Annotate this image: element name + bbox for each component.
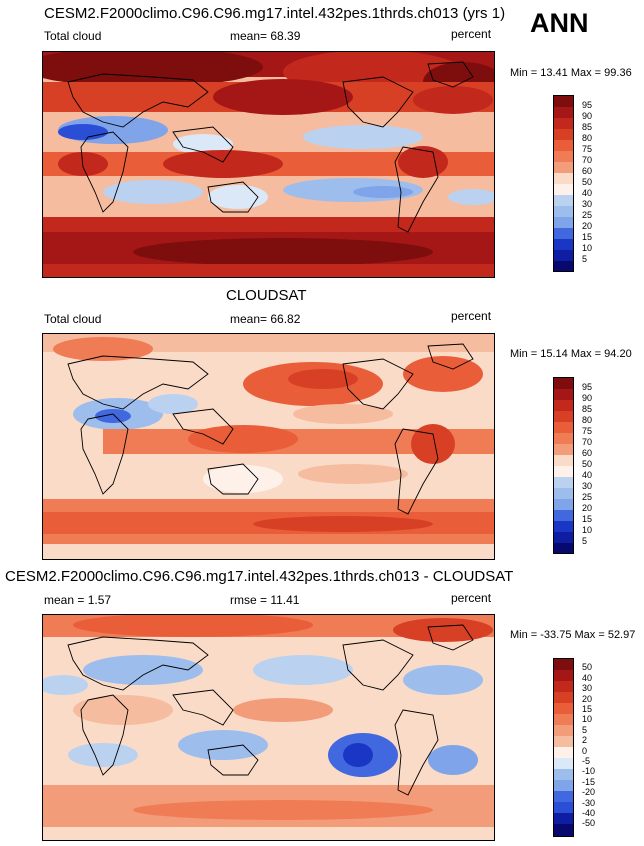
panel3-colorbar [553,658,574,837]
colorbar-tick-label: 10 [582,243,593,253]
colorbar-tick-label: 75 [582,426,593,436]
colorbar-tick-label: 80 [582,415,593,425]
colorbar-tick-label: -15 [582,776,596,787]
colorbar-tick-label: -50 [582,818,596,829]
colorbar-tick-label: 30 [582,199,593,209]
panel1-left-label: Total cloud [44,29,102,43]
colorbar-tick-label: 30 [582,481,593,491]
panel2-left-label: Total cloud [44,312,102,326]
panel1-minmax: Min = 13.41 Max = 99.36 [510,67,632,79]
colorbar-tick-label: 2 [582,735,588,746]
colorbar-tick-label: 0 [582,745,588,756]
panel2-mean: mean= 66.82 [230,312,301,326]
colorbar-tick-label: 75 [582,144,593,154]
colorbar-tick-label: 60 [582,448,593,458]
panel3-mean: mean = 1.57 [44,593,112,607]
panel3-minmax: Min = -33.75 Max = 52.97 [510,629,636,641]
panel2-map [42,333,495,560]
colorbar-tick-label: 40 [582,188,593,198]
season-label: ANN [530,8,589,38]
colorbar-tick-label: 5 [582,254,588,264]
colorbar-tick-label: 40 [582,470,593,480]
colorbar-tick-label: 90 [582,393,593,403]
colorbar-tick-label: 20 [582,503,593,513]
panel1-units: percent [451,27,492,41]
panel1-map [42,51,495,278]
panel1-title: CESM2.F2000climo.C96.C96.mg17.intel.432p… [44,5,506,22]
colorbar-tick-label: 20 [582,693,593,704]
colorbar-tick-label: 90 [582,111,593,121]
colorbar-tick-label: 70 [582,437,593,447]
panel2-colorbar [553,377,574,554]
colorbar-tick-label: 95 [582,100,593,110]
colorbar-tick-label: 25 [582,210,593,220]
colorbar-tick-label: 15 [582,232,593,242]
panel3-rmse: rmse = 11.41 [230,593,300,607]
colorbar-tick-label: 50 [582,459,593,469]
colorbar-tick-label: 25 [582,492,593,502]
colorbar-tick-label: 70 [582,155,593,165]
panel3-units: percent [451,591,492,605]
panel3-title: CESM2.F2000climo.C96.C96.mg17.intel.432p… [5,568,514,585]
colorbar-tick-label: -10 [582,766,596,777]
colorbar-tick-label: -20 [582,787,596,798]
colorbar-tick-label: 85 [582,122,593,132]
panel3-map [42,614,495,841]
colorbar-tick-label: 85 [582,404,593,414]
panel1-colorbar [553,95,574,272]
colorbar-tick-label: -5 [582,756,591,766]
panel1-mean: mean= 68.39 [230,29,301,43]
colorbar-tick-label: 40 [582,672,593,683]
colorbar-tick-label: 10 [582,525,593,535]
colorbar-tick-label: -40 [582,808,596,818]
colorbar-tick-label: 50 [582,662,593,673]
colorbar-tick-label: 15 [582,704,593,714]
colorbar-tick-label: 15 [582,514,593,524]
colorbar-tick-label: 20 [582,221,593,231]
colorbar-tick-label: 60 [582,166,593,176]
colorbar-tick-label: 10 [582,714,593,725]
colorbar-tick-label: 80 [582,133,593,143]
colorbar-tick-label: 5 [582,724,588,735]
panel2-units: percent [451,309,492,323]
colorbar-tick-label: 30 [582,683,593,694]
panel2-title: CLOUDSAT [226,287,307,304]
colorbar-tick-label: -30 [582,797,596,808]
colorbar-tick-label: 50 [582,177,593,187]
colorbar-tick-label: 5 [582,536,588,546]
panel2-minmax: Min = 15.14 Max = 94.20 [510,348,632,360]
colorbar-tick-label: 95 [582,382,593,392]
